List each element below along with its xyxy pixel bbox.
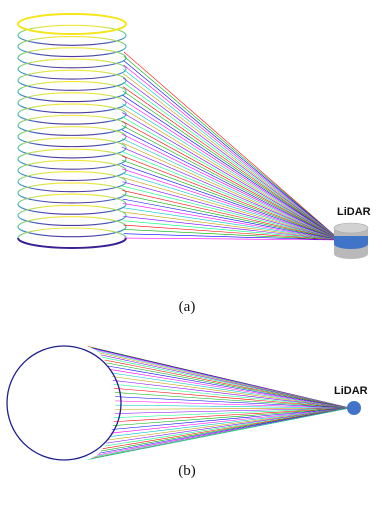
ray-a	[123, 73, 341, 241]
lidar-sensor-icon	[333, 222, 369, 259]
ray-a	[123, 56, 341, 241]
ray-a	[123, 233, 341, 241]
ray-a	[122, 86, 341, 241]
ray-a	[121, 159, 341, 241]
ray-a	[122, 168, 341, 241]
cylinder-bottom-rim	[17, 237, 127, 249]
ray-b	[114, 392, 351, 409]
caption-a: (a)	[179, 299, 196, 315]
ray-a	[122, 207, 341, 241]
ray-b	[87, 407, 351, 460]
ray-b	[98, 352, 351, 409]
caption-b: (b)	[178, 463, 196, 479]
ray-b	[115, 407, 351, 410]
ray-a	[122, 120, 341, 241]
ray-a	[123, 237, 341, 241]
ray-a	[121, 155, 341, 241]
ray-a	[123, 220, 341, 241]
ray-a	[123, 211, 341, 241]
ray-a	[121, 133, 341, 241]
cylinder-cross-section	[6, 345, 122, 461]
ray-a	[122, 112, 341, 241]
ray-a	[122, 194, 341, 241]
ray-b	[113, 407, 351, 422]
ray-b	[115, 396, 351, 409]
ray-b	[115, 404, 351, 409]
ray-a	[122, 203, 341, 241]
ray-a	[122, 77, 341, 241]
ray-a	[122, 99, 341, 241]
ray-a	[122, 177, 341, 241]
ray-a	[122, 181, 341, 241]
ray-a	[122, 190, 341, 241]
lidar-label-a: LiDAR	[337, 206, 371, 218]
ray-b	[112, 380, 351, 409]
ray-b	[113, 384, 351, 409]
cylinder-mesh	[17, 13, 127, 249]
panel-a: LiDAR (a)	[17, 13, 371, 315]
ray-b	[107, 365, 351, 409]
ray-a	[122, 198, 341, 241]
ray-b	[106, 362, 351, 409]
rays-a	[121, 51, 341, 241]
panel-b: LiDAR (b)	[6, 345, 368, 479]
ray-a	[123, 224, 341, 241]
ray-b	[104, 407, 351, 447]
ray-a	[123, 60, 341, 241]
lidar-point-icon	[347, 401, 361, 415]
ray-a	[121, 129, 341, 241]
ray-b	[100, 354, 351, 409]
ray-b	[100, 407, 351, 452]
ray-a	[123, 51, 341, 241]
ray-a	[122, 185, 341, 241]
ray-a	[121, 142, 341, 241]
sensor-base	[334, 249, 368, 259]
ray-a	[121, 164, 341, 241]
ray-a	[122, 82, 341, 241]
ray-a	[123, 229, 341, 241]
ray-a	[122, 172, 341, 241]
sensor-band-edge	[334, 239, 368, 249]
ray-b	[115, 400, 351, 409]
ray-a	[122, 95, 341, 241]
ray-b	[110, 372, 351, 409]
ray-b	[112, 407, 351, 426]
ray-a	[122, 103, 341, 241]
ray-a	[123, 69, 341, 241]
ray-b	[114, 388, 351, 409]
ray-b	[110, 407, 351, 434]
ray-b	[102, 357, 351, 409]
ray-a	[122, 116, 341, 241]
ray-b	[111, 376, 351, 409]
ray-a	[121, 125, 341, 241]
ray-b	[107, 407, 351, 441]
ray-b	[114, 407, 351, 418]
ray-a	[122, 90, 341, 241]
ray-b	[104, 359, 351, 409]
ray-a	[121, 151, 341, 241]
ray-b	[102, 407, 351, 449]
ray-b	[109, 407, 351, 437]
ray-a	[122, 107, 341, 241]
rays-b	[87, 346, 351, 460]
sensor-top	[333, 222, 369, 234]
ray-b	[109, 369, 351, 409]
ray-b	[106, 407, 351, 444]
ray-b	[111, 407, 351, 430]
ray-a	[123, 64, 341, 241]
ray-a	[121, 146, 341, 241]
ray-a	[121, 138, 341, 241]
ray-a	[123, 216, 341, 241]
cylinder-top-rim	[17, 13, 127, 35]
lidar-label-b: LiDAR	[334, 385, 368, 397]
ray-b	[114, 407, 351, 414]
